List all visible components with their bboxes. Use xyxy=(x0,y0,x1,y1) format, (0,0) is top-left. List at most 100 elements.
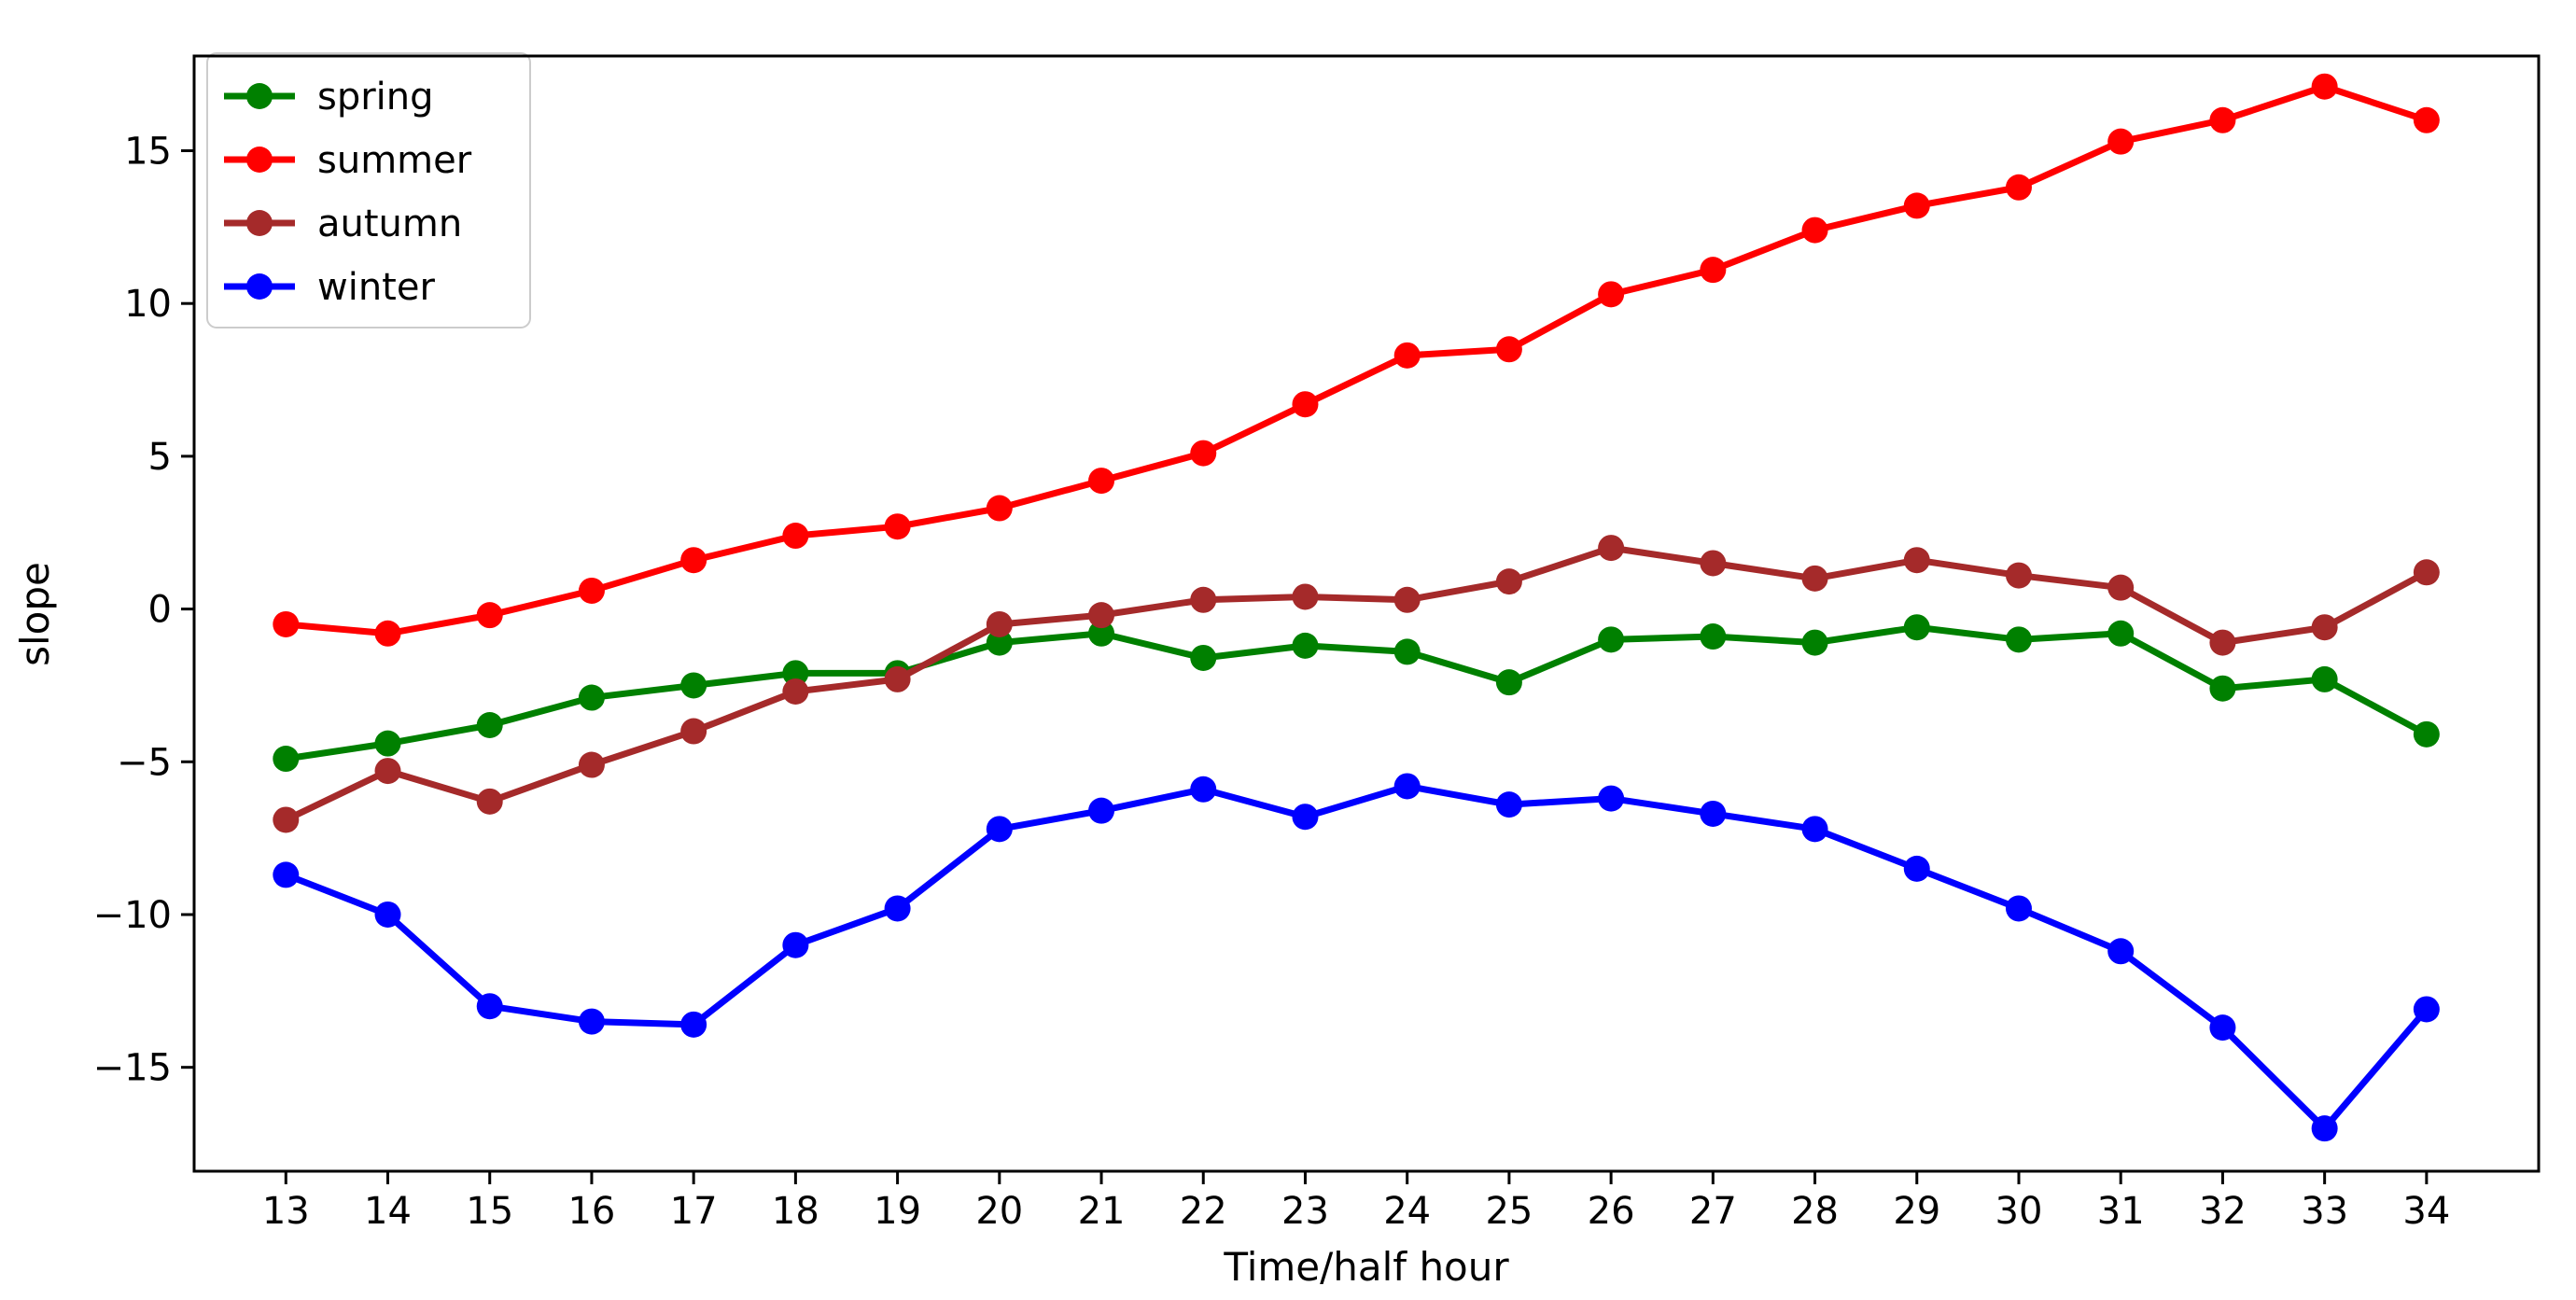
data-point-spring xyxy=(1598,626,1625,653)
data-point-winter xyxy=(986,816,1013,843)
legend-label-autumn: autumn xyxy=(317,203,462,245)
data-point-autumn xyxy=(986,610,1013,637)
series-line-spring xyxy=(282,623,2430,762)
data-point-winter xyxy=(578,1008,605,1035)
data-point-spring xyxy=(2005,626,2032,653)
data-point-winter xyxy=(1393,773,1421,800)
data-point-autumn xyxy=(2413,559,2440,586)
chart-render-root: 13 14 15 16 17 18 19 20 21 22 23 24 25 26 27 28 29 30 31 32… xyxy=(93,52,2450,1233)
y-tick-label: 5 xyxy=(148,436,172,479)
data-point-spring xyxy=(1903,614,1930,641)
x-tick-label: 22 xyxy=(1180,1190,1227,1233)
data-point-spring xyxy=(1393,638,1421,665)
x-axis-label: Time/half hour xyxy=(1223,1244,1509,1290)
data-point-summer xyxy=(374,620,401,647)
data-point-spring xyxy=(2311,665,2338,692)
data-point-autumn xyxy=(884,665,911,692)
series-line-autumn xyxy=(282,544,2430,823)
data-point-autumn xyxy=(1700,550,1727,577)
data-point-winter xyxy=(1598,785,1625,812)
data-point-spring xyxy=(1088,620,1115,647)
legend-label-winter: winter xyxy=(317,266,435,309)
data-point-spring xyxy=(782,660,809,687)
data-point-summer xyxy=(2311,73,2338,100)
data-point-autumn xyxy=(1088,602,1115,629)
data-point-summer xyxy=(476,602,503,629)
legend-sample-marker-summer xyxy=(246,147,273,173)
series-line-winter xyxy=(282,782,2430,1132)
data-point-summer xyxy=(2005,174,2032,201)
legend-sample-marker-winter xyxy=(246,273,273,300)
data-point-autumn xyxy=(273,806,300,833)
data-point-spring xyxy=(578,684,605,711)
x-tick-label: 25 xyxy=(1485,1190,1533,1233)
data-point-autumn xyxy=(578,751,605,778)
x-tick-label: 33 xyxy=(2301,1190,2348,1233)
x-tick-label: 23 xyxy=(1281,1190,1329,1233)
data-point-summer xyxy=(1393,342,1421,369)
data-point-winter xyxy=(273,861,300,888)
data-point-spring xyxy=(680,672,707,699)
data-point-winter xyxy=(1903,855,1930,882)
data-point-summer xyxy=(1088,468,1115,495)
data-point-summer xyxy=(1903,192,1930,219)
series-line-summer xyxy=(282,83,2430,637)
data-point-winter xyxy=(1700,800,1727,827)
axes-spines xyxy=(192,54,2541,1173)
data-point-winter xyxy=(782,931,809,958)
x-tick-label: 21 xyxy=(1078,1190,1126,1233)
data-point-autumn xyxy=(1801,565,1828,592)
x-tick-label: 32 xyxy=(2199,1190,2247,1233)
data-point-summer xyxy=(1292,391,1319,418)
data-point-autumn xyxy=(1292,583,1319,610)
data-point-summer xyxy=(1190,440,1217,467)
data-point-winter xyxy=(1088,797,1115,824)
data-point-winter xyxy=(2311,1115,2338,1142)
x-tick-label: 28 xyxy=(1791,1190,1839,1233)
x-tick-label: 19 xyxy=(874,1190,921,1233)
plot-area xyxy=(194,56,2539,1171)
data-point-winter xyxy=(2107,938,2135,965)
y-tick-label: 15 xyxy=(124,130,172,173)
data-point-winter xyxy=(1292,804,1319,831)
data-point-summer xyxy=(1801,217,1828,244)
data-point-spring xyxy=(1292,632,1319,659)
data-point-spring xyxy=(374,730,401,757)
x-tick-label: 34 xyxy=(2402,1190,2450,1233)
x-tick-label: 18 xyxy=(772,1190,819,1233)
data-point-spring xyxy=(986,629,1013,656)
data-point-autumn xyxy=(2209,629,2236,656)
data-point-spring xyxy=(1700,623,1727,650)
data-point-summer xyxy=(1495,336,1522,363)
data-point-autumn xyxy=(1598,535,1625,562)
data-point-summer xyxy=(2107,128,2135,155)
x-tick-label: 14 xyxy=(364,1190,412,1233)
data-point-summer xyxy=(680,547,707,574)
data-point-summer xyxy=(2209,106,2236,133)
x-tick-label: 15 xyxy=(466,1190,513,1233)
y-axis-label: slope xyxy=(12,562,58,666)
data-point-summer xyxy=(578,577,605,604)
x-tick-label: 30 xyxy=(1995,1190,2043,1233)
data-point-spring xyxy=(1190,644,1217,671)
x-tick-label: 16 xyxy=(567,1190,615,1233)
data-point-summer xyxy=(273,610,300,637)
data-point-autumn xyxy=(680,718,707,745)
data-point-summer xyxy=(986,495,1013,522)
data-point-winter xyxy=(1190,776,1217,803)
data-point-spring xyxy=(1495,669,1522,696)
data-point-spring xyxy=(273,746,300,773)
data-point-spring xyxy=(476,712,503,738)
x-tick-label: 26 xyxy=(1588,1190,1635,1233)
legend-label-spring: spring xyxy=(317,76,434,119)
data-point-spring xyxy=(1801,629,1828,656)
x-tick-label: 31 xyxy=(2097,1190,2145,1233)
data-point-winter xyxy=(1495,791,1522,818)
x-tick-label: 17 xyxy=(670,1190,718,1233)
legend-sample-marker-autumn xyxy=(246,210,273,236)
x-tick-label: 24 xyxy=(1383,1190,1431,1233)
data-point-autumn xyxy=(1903,547,1930,574)
data-point-autumn xyxy=(1393,586,1421,613)
